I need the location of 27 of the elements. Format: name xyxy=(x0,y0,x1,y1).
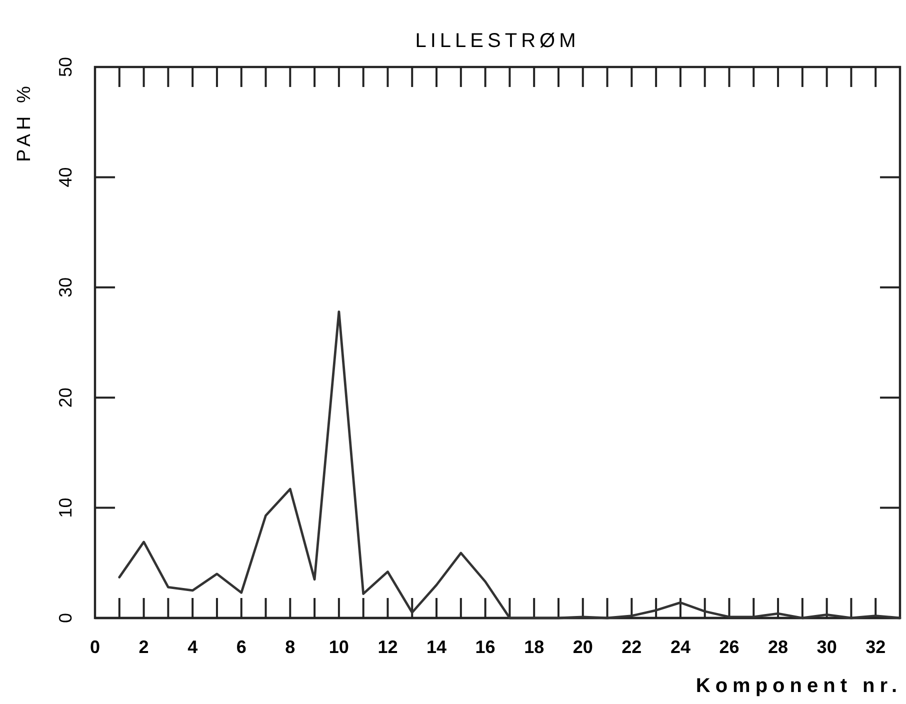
x-axis-title: Komponent nr. xyxy=(696,675,902,697)
x-tick-label: 20 xyxy=(572,636,593,657)
chart-title: LILLESTRØM xyxy=(415,30,580,52)
x-tick-label: 28 xyxy=(768,636,788,657)
x-tick-label: 30 xyxy=(816,636,837,657)
x-tick-label: 32 xyxy=(866,636,886,657)
line-series xyxy=(118,310,902,620)
y-tick-label: 10 xyxy=(55,498,76,518)
x-tick-label: 0 xyxy=(90,636,100,657)
x-tick-label: 10 xyxy=(328,636,349,657)
x-tick-label: 2 xyxy=(138,636,149,657)
y-tick-label: 20 xyxy=(55,388,76,408)
y-tick-label: 50 xyxy=(55,56,76,78)
y-tick-label: 30 xyxy=(55,277,76,298)
x-tick-label: 18 xyxy=(524,636,544,657)
x-tick-label: 24 xyxy=(670,636,690,657)
x-tick-label: 26 xyxy=(719,636,740,657)
y-tick-label: 0 xyxy=(55,612,76,624)
x-tick-label: 4 xyxy=(188,636,198,657)
y-axis-title: PAH % xyxy=(14,82,35,162)
x-tick-label: 14 xyxy=(426,636,447,657)
x-tick-label: 16 xyxy=(475,636,496,657)
x-tick-label: 6 xyxy=(236,636,246,657)
x-tick-label: 12 xyxy=(378,636,398,657)
x-tick-label: 8 xyxy=(285,636,296,657)
x-tick-label: 22 xyxy=(622,636,642,657)
y-tick-label: 40 xyxy=(55,167,76,188)
